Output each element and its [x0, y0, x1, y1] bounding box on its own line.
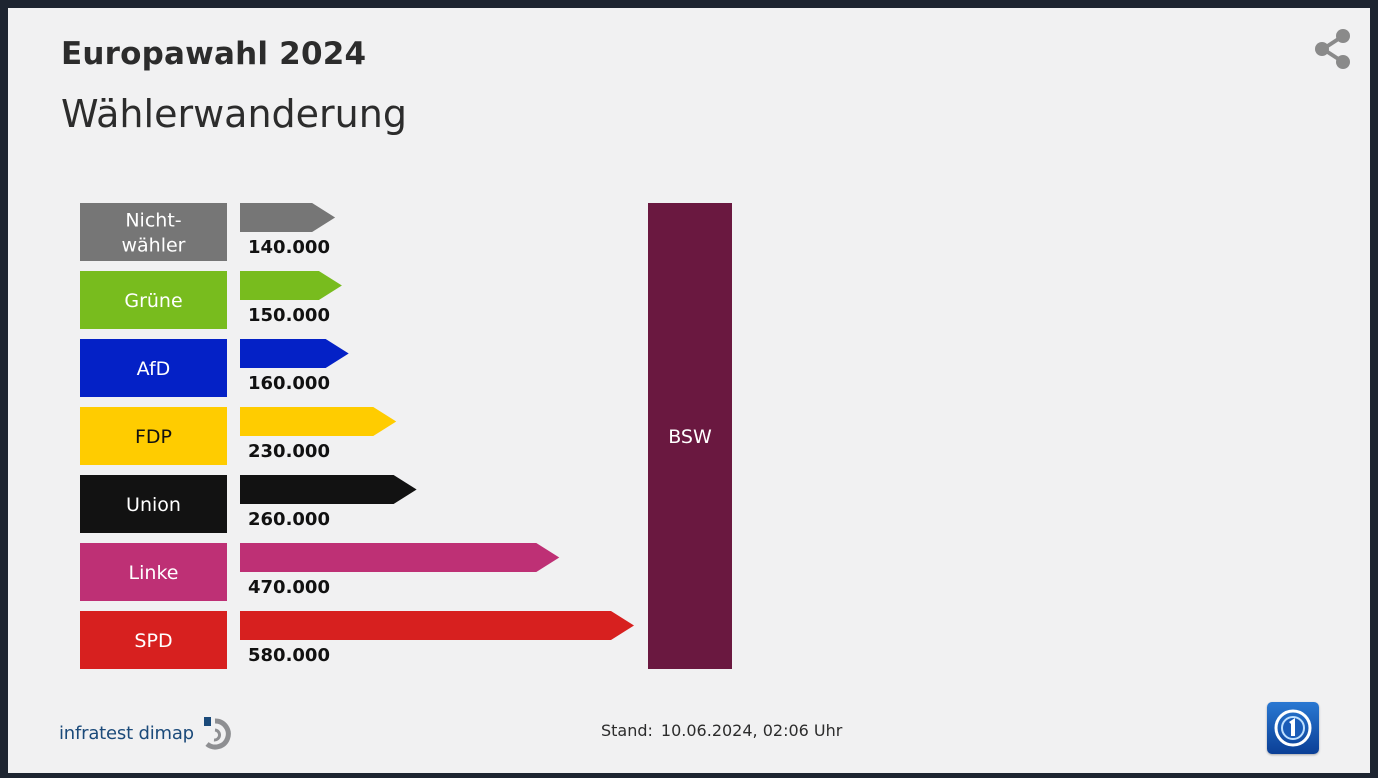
chart-card: Europawahl 2024 Wählerwanderung Nicht-wä… — [8, 8, 1370, 773]
party-label-nichtwähler: Nicht-wähler — [121, 210, 185, 257]
flow-value-spd: 580.000 — [248, 645, 330, 666]
party-label-union: Union — [126, 494, 181, 516]
party-label-box-spd — [80, 611, 227, 669]
source-brand: infratest dimap — [59, 716, 236, 750]
party-label-grüne: Grüne — [124, 290, 182, 312]
party-label-box-grüne — [80, 271, 227, 329]
tv-channel-logo-icon — [1267, 702, 1319, 754]
share-icon[interactable] — [1310, 26, 1356, 72]
party-label-afd: AfD — [137, 358, 171, 380]
flow-arrow-linke — [240, 543, 560, 572]
flow-value-grüne: 150.000 — [248, 305, 330, 326]
party-label-box-afd — [80, 339, 227, 397]
party-label-box-nichtwähler — [80, 203, 227, 261]
chart-subtitle: Wählerwanderung — [61, 92, 407, 136]
party-label-spd: SPD — [134, 630, 172, 652]
target-label-bsw: BSW — [668, 426, 712, 448]
flow-chart: Nicht-wähler 140.000 Grüne 150.000 AfD 160.00… — [80, 203, 732, 669]
flow-arrow-union — [240, 475, 417, 504]
stand-value: 10.06.2024, 02:06 Uhr — [660, 721, 843, 740]
target-bar-bsw — [648, 203, 732, 669]
party-label-box-fdp — [80, 407, 227, 465]
flow-value-fdp: 230.000 — [248, 441, 330, 462]
party-label-box-linke — [80, 543, 227, 601]
party-label-fdp: FDP — [135, 426, 172, 448]
flow-value-nichtwähler: 140.000 — [248, 237, 330, 258]
flow-arrow-afd — [240, 339, 349, 368]
flow-value-union: 260.000 — [248, 509, 330, 530]
stand-label: Stand: — [601, 721, 653, 740]
party-label-box-union — [80, 475, 227, 533]
infratest-logo-icon — [203, 717, 231, 750]
tv-logo-mark — [1274, 709, 1312, 747]
party-label-linke: Linke — [129, 562, 179, 584]
flow-value-afd: 160.000 — [248, 373, 330, 394]
flow-arrow-fdp — [240, 407, 397, 436]
timestamp: Stand: 10.06.2024, 02:06 Uhr — [601, 721, 842, 740]
flow-value-linke: 470.000 — [248, 577, 330, 598]
flow-arrow-grüne — [240, 271, 342, 300]
flow-arrow-nichtwähler — [240, 203, 336, 232]
flow-arrow-spd — [240, 611, 634, 640]
source-name: infratest dimap — [59, 722, 194, 744]
chart-title: Europawahl 2024 — [61, 36, 367, 72]
